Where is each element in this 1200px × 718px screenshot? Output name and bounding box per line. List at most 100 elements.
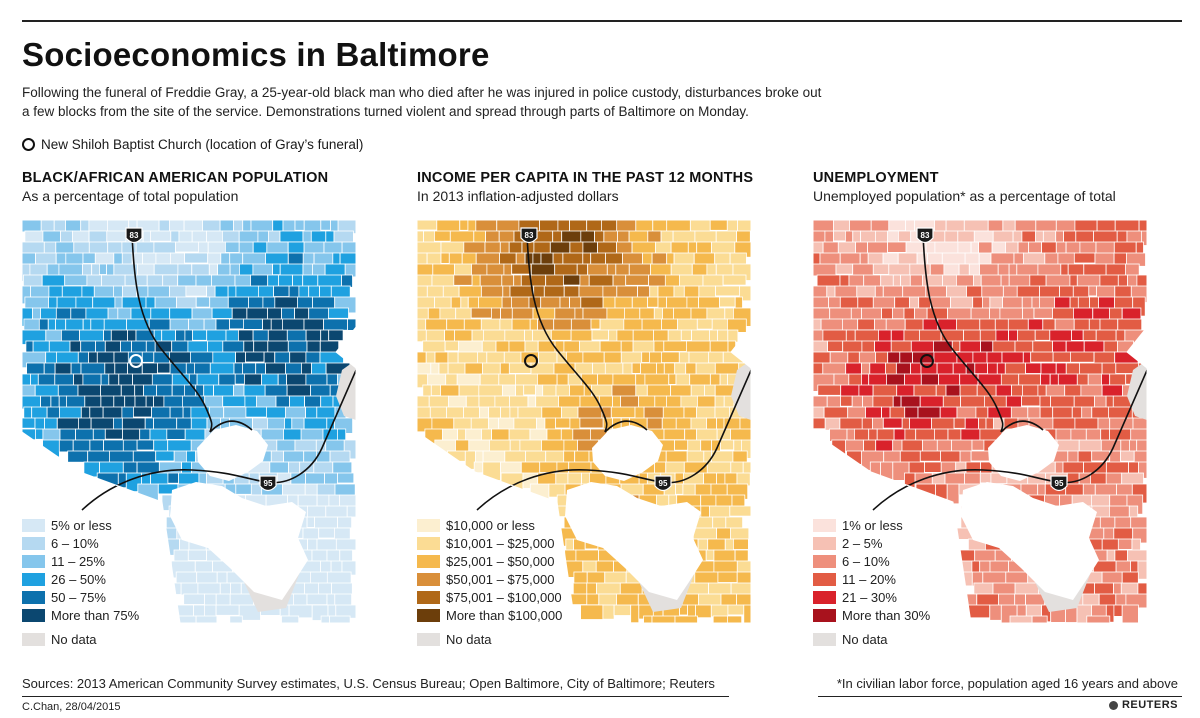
census-tract [1071, 329, 1084, 341]
legend-item: $10,000 or less [417, 516, 562, 534]
census-tract [1035, 220, 1057, 233]
census-tract [973, 582, 994, 596]
census-tract [1025, 604, 1043, 618]
legend-swatch [417, 518, 440, 532]
census-tract [710, 483, 728, 496]
census-tract [245, 406, 267, 418]
census-tract [341, 274, 353, 288]
census-tract [706, 307, 726, 320]
legend-item: 5% or less [22, 516, 139, 534]
church-marker-icon [129, 354, 143, 368]
highway-spur [209, 420, 253, 433]
legend-swatch [813, 590, 836, 604]
census-tract [519, 439, 542, 453]
census-tract [155, 252, 171, 266]
census-tract [183, 593, 206, 605]
census-tract [339, 252, 356, 265]
census-tract [1040, 373, 1051, 386]
census-tract [327, 307, 349, 319]
census-tract [335, 538, 356, 551]
census-tract [1052, 351, 1071, 363]
census-tract [185, 362, 195, 375]
brand-name: REUTERS [1121, 699, 1178, 711]
census-tract [180, 582, 199, 596]
census-tract [149, 428, 168, 442]
census-tract [615, 263, 630, 277]
census-tract [155, 450, 175, 462]
legend-swatch [417, 554, 440, 568]
census-tract [509, 406, 519, 420]
census-tract [182, 406, 192, 420]
census-tract [480, 318, 501, 332]
census-tract [997, 263, 1010, 277]
panel-header-population: BLACK/AFRICAN AMERICAN POPULATION As a p… [22, 170, 402, 204]
census-tract [67, 450, 89, 463]
census-tract [59, 406, 82, 420]
census-tract [58, 439, 74, 453]
census-tract [882, 417, 903, 429]
census-tract [579, 340, 601, 353]
census-tract [635, 220, 654, 233]
census-tract [582, 252, 592, 266]
census-tract [422, 384, 432, 398]
census-tract [234, 373, 245, 385]
census-tract [246, 307, 268, 321]
census-tract [719, 439, 735, 451]
census-tract [206, 329, 227, 343]
census-tract [194, 560, 214, 574]
census-tract [121, 296, 147, 310]
census-tract [824, 417, 841, 431]
census-tract [141, 362, 158, 375]
shield-83: 83 [916, 227, 934, 244]
census-tract [914, 307, 928, 320]
interstate-number: 83 [525, 231, 534, 240]
census-tract [630, 604, 640, 623]
tract-layer [22, 220, 356, 623]
census-tract [446, 318, 465, 331]
census-tract [696, 318, 713, 330]
census-tract [153, 351, 170, 364]
census-tract [82, 252, 96, 264]
census-tract [96, 351, 115, 365]
census-tract [880, 461, 894, 482]
census-tract [99, 263, 108, 275]
census-tract [738, 285, 751, 302]
census-tract [579, 417, 604, 429]
census-tract [980, 461, 993, 475]
sources-text: Sources: 2013 American Community Survey … [22, 676, 715, 691]
census-tract [224, 241, 240, 253]
census-tract [992, 340, 1016, 354]
interstate-shield-icon [1050, 475, 1068, 492]
panel-subtitle: In 2013 inflation-adjusted dollars [417, 188, 619, 204]
census-tract [235, 483, 252, 495]
legend-label: 6 – 10% [51, 535, 99, 551]
census-tract [657, 296, 667, 309]
census-tract [1005, 571, 1029, 585]
census-tract [1069, 274, 1078, 287]
census-tract [277, 373, 288, 387]
census-tract [279, 230, 304, 243]
census-tract [668, 373, 677, 385]
census-tract [272, 263, 281, 276]
census-tract [215, 318, 230, 331]
church-marker-icon [920, 354, 934, 368]
census-tract [310, 230, 327, 243]
census-tract [337, 516, 353, 529]
legend-label: 11 – 20% [842, 571, 896, 587]
census-tract [957, 230, 975, 244]
census-tract [444, 329, 456, 342]
census-tract [892, 307, 905, 320]
census-tract [1120, 450, 1135, 462]
census-tract [732, 538, 749, 550]
census-tract [64, 274, 88, 287]
census-tract [430, 384, 442, 397]
census-tract [670, 241, 689, 254]
census-tract [134, 384, 144, 397]
census-tract [206, 285, 216, 299]
census-tract [989, 296, 1004, 310]
census-tract [817, 384, 842, 396]
census-tract [704, 384, 716, 397]
legend-label: $50,001 – $75,000 [446, 571, 555, 587]
legend-swatch [813, 536, 836, 550]
census-tract [942, 395, 962, 408]
